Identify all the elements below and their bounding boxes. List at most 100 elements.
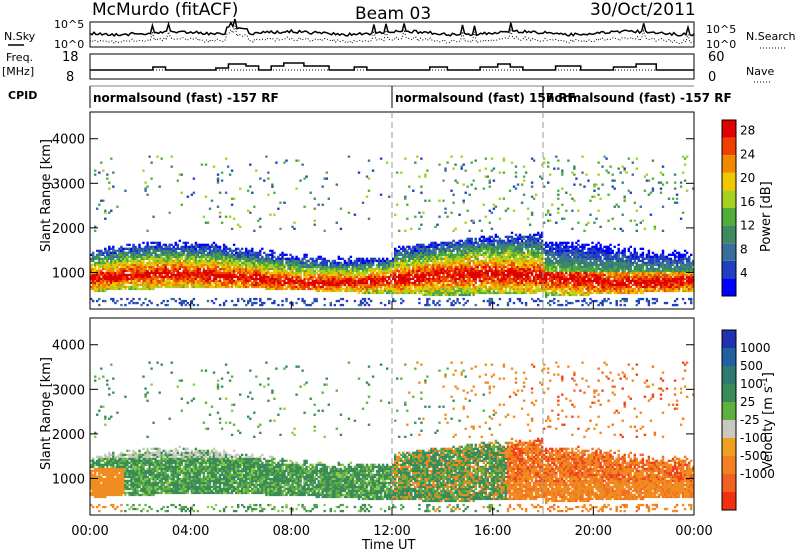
power-cell: [359, 279, 363, 283]
power-cell: [142, 273, 145, 277]
power-cell: [243, 279, 246, 283]
power-cell: [100, 269, 103, 273]
power-cell: [464, 251, 467, 254]
power-cell: [474, 159, 477, 162]
power-cell: [339, 303, 343, 307]
power-cell: [442, 289, 445, 293]
power-cell: [106, 251, 109, 254]
power-cell: [504, 277, 508, 281]
power-cell: [448, 249, 451, 252]
power-cell: [518, 247, 522, 250]
power-cell: [108, 273, 111, 277]
power-cell: [194, 257, 198, 260]
power-cell: [241, 275, 244, 279]
power-cell: [369, 269, 373, 273]
power-cell: [142, 251, 145, 254]
power-cell: [460, 283, 463, 287]
power-cell: [275, 161, 278, 164]
power-cell: [313, 281, 316, 285]
power-cell: [329, 271, 332, 275]
power-cell: [295, 259, 298, 263]
power-cell: [226, 285, 230, 289]
power-cell: [458, 269, 461, 273]
power-cell: [293, 281, 296, 285]
power-cell: [267, 279, 270, 283]
power-cell: [404, 253, 407, 256]
power-cell: [251, 285, 254, 289]
power-cell: [130, 263, 133, 267]
power-cell: [436, 257, 439, 260]
power-cell: [110, 253, 113, 256]
power-cell: [275, 257, 278, 260]
power-cell: [138, 247, 141, 250]
power-cell: [275, 285, 278, 289]
power-cell: [245, 283, 248, 287]
power-cell: [174, 283, 177, 287]
power-cell: [271, 183, 274, 186]
power-cell: [220, 265, 224, 269]
power-cell: [462, 281, 465, 285]
power-cell: [196, 259, 200, 263]
power-cell: [134, 301, 137, 305]
power-cell: [170, 253, 173, 256]
power-cell: [178, 283, 181, 287]
power-cell: [442, 291, 445, 295]
power-cell: [116, 253, 119, 256]
power-cell: [235, 255, 238, 258]
power-cell: [432, 275, 435, 279]
power-cell: [444, 169, 447, 172]
power-cell: [480, 285, 483, 289]
power-cell: [494, 205, 498, 208]
power-cell: [241, 271, 244, 275]
power-cell: [156, 269, 159, 273]
power-cell: [184, 277, 187, 281]
power-cell: [420, 249, 423, 252]
power-cell: [468, 263, 471, 267]
power-cell: [518, 299, 522, 303]
power-cell: [359, 261, 363, 265]
power-cell: [436, 293, 439, 297]
power-cell: [434, 303, 437, 307]
power-cell: [184, 285, 187, 289]
power-cell: [420, 247, 423, 250]
power-cell: [410, 277, 413, 281]
power-cell: [150, 283, 153, 287]
power-cell: [255, 253, 258, 256]
power-cell: [345, 285, 349, 289]
power-cell: [412, 251, 415, 254]
power-cell: [345, 289, 349, 293]
power-cell: [450, 279, 453, 283]
power-cell: [108, 257, 111, 260]
power-cell: [428, 303, 431, 307]
power-cell: [196, 255, 200, 258]
power-cell: [416, 255, 419, 258]
power-cell: [228, 265, 232, 269]
power-cell: [299, 281, 302, 285]
power-cell: [297, 281, 300, 285]
power-cell: [108, 267, 111, 271]
power-cell: [226, 267, 230, 271]
power-cell: [178, 265, 181, 269]
power-cell: [440, 247, 443, 250]
power-cell: [271, 287, 274, 291]
power-cell: [102, 257, 105, 260]
power-cell: [375, 259, 379, 263]
power-cell: [164, 271, 167, 275]
noise-axis-bottom-left: 10^0: [54, 38, 84, 51]
power-cell: [325, 265, 328, 269]
power-cell: [474, 289, 477, 293]
power-cell: [92, 269, 95, 273]
power-cell: [255, 297, 258, 301]
power-cell: [319, 277, 322, 281]
power-cell: [534, 241, 538, 244]
power-cell: [259, 249, 262, 252]
power-cell: [418, 287, 421, 291]
power-cell: [522, 193, 526, 196]
power-cell: [434, 273, 437, 277]
power-cell: [106, 177, 109, 180]
power-cell: [440, 277, 443, 281]
power-cell: [452, 257, 455, 260]
power-cell: [277, 275, 280, 279]
power-cell: [194, 269, 198, 273]
power-cell: [420, 215, 423, 218]
